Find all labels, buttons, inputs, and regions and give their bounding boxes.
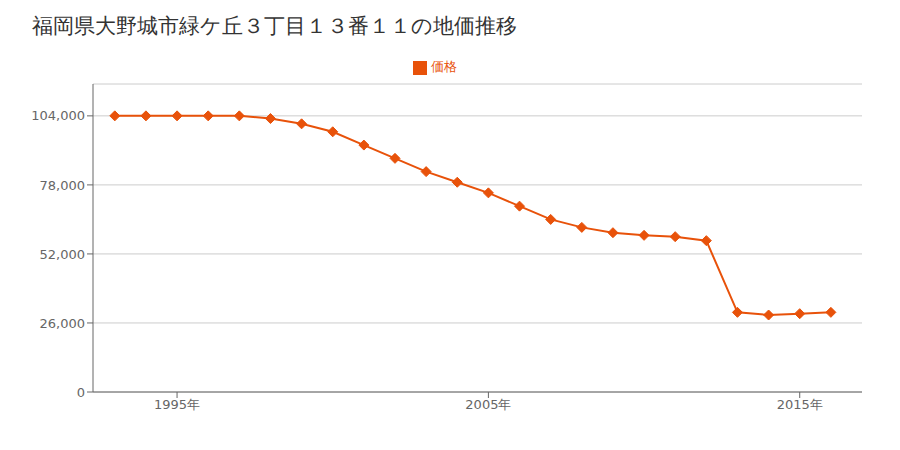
svg-text:104,000: 104,000: [31, 108, 85, 123]
html-text:福岡県大野城市緑ケ丘３丁目１３番１１の地価推移: 福岡県大野城市緑ケ丘３丁目１３番１１の地価推移: [32, 14, 517, 38]
svg-text:78,000: 78,000: [40, 178, 86, 193]
svg-text:52,000: 52,000: [40, 247, 86, 262]
svg-text:2005年: 2005年: [465, 397, 511, 412]
svg-text:1995年: 1995年: [154, 397, 200, 412]
svg-text:0: 0: [77, 385, 85, 400]
svg-text:2015年: 2015年: [777, 397, 823, 412]
html-text:価格: 価格: [431, 59, 457, 74]
svg-text:26,000: 26,000: [40, 316, 86, 331]
